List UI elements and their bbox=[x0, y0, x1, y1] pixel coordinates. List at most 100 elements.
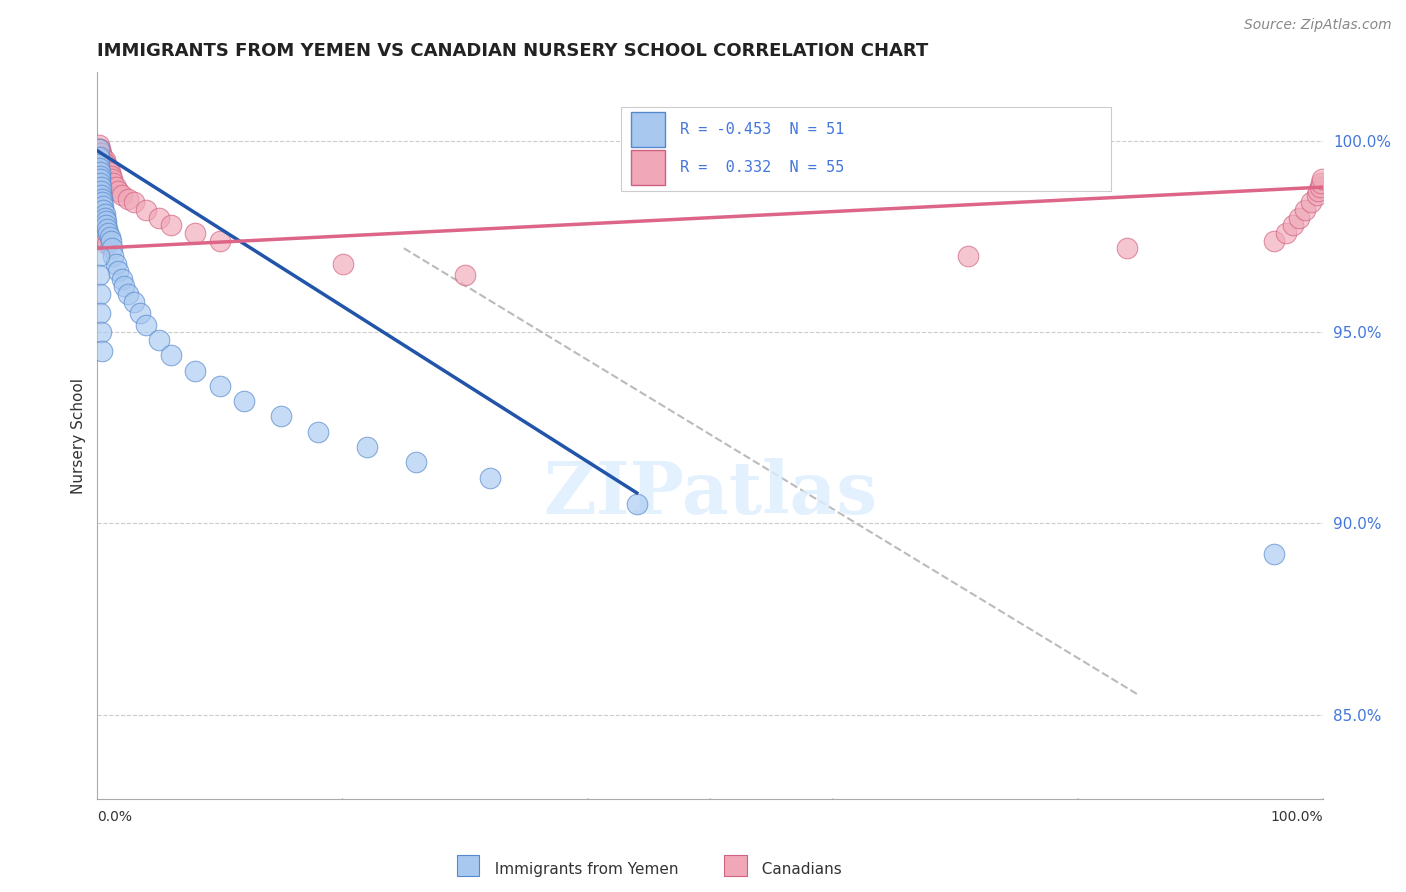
Point bbox=[332, 256, 354, 270]
Point bbox=[103, 249, 125, 263]
Point bbox=[94, 234, 117, 248]
Point bbox=[90, 187, 112, 202]
Point bbox=[89, 165, 111, 179]
Point bbox=[87, 142, 110, 156]
Point bbox=[100, 169, 122, 183]
Point bbox=[104, 180, 127, 194]
Point bbox=[87, 157, 110, 171]
Point bbox=[98, 229, 121, 244]
Point bbox=[87, 195, 110, 210]
Text: 0.0%: 0.0% bbox=[97, 810, 132, 824]
Point bbox=[89, 142, 111, 156]
Point bbox=[91, 344, 114, 359]
Point bbox=[129, 306, 152, 320]
Point bbox=[1299, 195, 1322, 210]
Point bbox=[89, 207, 111, 221]
Point bbox=[90, 145, 112, 160]
Point bbox=[93, 211, 115, 225]
Point bbox=[98, 165, 121, 179]
Point bbox=[1275, 226, 1298, 240]
Point bbox=[90, 214, 112, 228]
Bar bbox=[631, 112, 665, 147]
Point bbox=[122, 294, 145, 309]
Point bbox=[87, 161, 110, 175]
Point bbox=[117, 192, 139, 206]
Point bbox=[107, 184, 129, 198]
Text: R =  0.332  N = 55: R = 0.332 N = 55 bbox=[679, 160, 844, 175]
Point bbox=[117, 287, 139, 301]
Point bbox=[87, 142, 110, 156]
Point bbox=[122, 195, 145, 210]
Point bbox=[94, 214, 117, 228]
Point bbox=[89, 202, 111, 217]
Point bbox=[160, 219, 183, 233]
Point bbox=[1309, 180, 1331, 194]
Point bbox=[111, 187, 134, 202]
Point bbox=[93, 229, 115, 244]
Point bbox=[1306, 187, 1329, 202]
Point bbox=[93, 153, 115, 168]
Point bbox=[87, 199, 110, 213]
Point bbox=[356, 440, 378, 454]
Text: Canadians: Canadians bbox=[752, 863, 842, 877]
Point bbox=[87, 192, 110, 206]
Point bbox=[160, 348, 183, 362]
Point bbox=[101, 241, 124, 255]
Bar bbox=[724, 855, 747, 876]
Point bbox=[87, 138, 110, 153]
Point bbox=[1281, 219, 1303, 233]
Point bbox=[91, 195, 114, 210]
Text: ZIPatlas: ZIPatlas bbox=[543, 458, 877, 529]
Point bbox=[104, 256, 127, 270]
Point bbox=[87, 268, 110, 282]
Point bbox=[90, 149, 112, 163]
Point bbox=[405, 455, 427, 469]
Point bbox=[87, 149, 110, 163]
Y-axis label: Nursery School: Nursery School bbox=[72, 377, 86, 493]
Text: 100.0%: 100.0% bbox=[1271, 810, 1323, 824]
Point bbox=[89, 306, 111, 320]
Point bbox=[1308, 184, 1330, 198]
Point bbox=[94, 219, 117, 233]
Point bbox=[454, 268, 477, 282]
Point bbox=[91, 219, 114, 233]
Point bbox=[103, 176, 125, 190]
Point bbox=[89, 176, 111, 190]
Point bbox=[1288, 211, 1310, 225]
Point bbox=[135, 318, 157, 332]
Text: R = -0.453  N = 51: R = -0.453 N = 51 bbox=[679, 122, 844, 137]
Point bbox=[90, 180, 112, 194]
Point bbox=[91, 192, 114, 206]
Point bbox=[89, 169, 111, 183]
Point bbox=[478, 470, 501, 484]
Point bbox=[94, 157, 117, 171]
Point bbox=[148, 211, 170, 225]
Point bbox=[1116, 241, 1139, 255]
Point bbox=[1310, 172, 1333, 186]
Point bbox=[626, 497, 648, 511]
Point bbox=[956, 249, 979, 263]
Point bbox=[184, 363, 207, 377]
Point bbox=[89, 172, 111, 186]
Point bbox=[1263, 234, 1285, 248]
Point bbox=[101, 172, 124, 186]
Point bbox=[97, 226, 120, 240]
Point bbox=[112, 279, 135, 293]
Point bbox=[93, 153, 115, 168]
Point bbox=[1309, 176, 1331, 190]
Point bbox=[100, 234, 122, 248]
Point bbox=[208, 234, 231, 248]
Point bbox=[93, 226, 115, 240]
Bar bbox=[631, 150, 665, 185]
Point bbox=[87, 249, 110, 263]
FancyBboxPatch shape bbox=[621, 107, 1111, 191]
Point bbox=[184, 226, 207, 240]
Point bbox=[233, 394, 256, 409]
Point bbox=[93, 157, 115, 171]
Point bbox=[135, 202, 157, 217]
Point bbox=[90, 211, 112, 225]
Point bbox=[96, 237, 118, 252]
Text: Immigrants from Yemen: Immigrants from Yemen bbox=[485, 863, 679, 877]
Point bbox=[91, 222, 114, 236]
Point bbox=[148, 333, 170, 347]
